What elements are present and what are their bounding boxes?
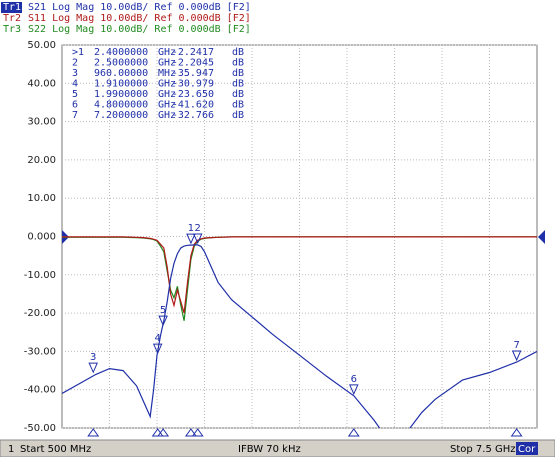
marker-table-cell: -32.766 (172, 110, 214, 121)
y-tick-label: -20.00 (24, 308, 56, 319)
marker-table-cell: GHz (158, 58, 176, 69)
marker-table-cell: dB (232, 47, 244, 58)
marker-axis-tick (191, 428, 204, 437)
trace-setting: S21 Log Mag 10.00dB/ Ref 0.000dB [F2] (28, 2, 251, 13)
marker-table-cell: 2.4000000 (94, 47, 148, 58)
marker (349, 384, 359, 396)
y-tick-label: -10.00 (24, 270, 56, 281)
marker-table-cell: dB (232, 79, 244, 90)
marker-table-cell: 4.8000000 (94, 100, 148, 111)
trace-id: Tr2 (3, 13, 21, 24)
trace-setting: S22 Log Mag 10.00dB/ Ref 0.000dB [F2] (28, 24, 251, 35)
marker-table-cell: -2.2417 (172, 47, 214, 58)
y-tick-label: 0.000 (27, 232, 56, 243)
marker-table-cell: 2 (72, 58, 78, 69)
marker-table-cell: dB (232, 58, 244, 69)
marker-table-cell: 6 (72, 100, 78, 111)
marker-table-cell: 3 (72, 68, 78, 79)
marker (152, 343, 163, 355)
marker-label: 7 (513, 340, 519, 351)
marker-table-cell: 5 (72, 89, 78, 100)
marker-table-cell: 1.9100000 (94, 79, 148, 90)
marker-table-cell: 2.5000000 (94, 58, 148, 69)
ref-arrow-right (538, 230, 545, 244)
marker-label: 3 (90, 352, 96, 363)
marker-table-cell: 4 (72, 79, 78, 90)
marker-axis-tick (87, 428, 100, 437)
marker-axis-tick (347, 428, 360, 437)
marker-axis-tick (184, 428, 197, 437)
cor: Cor (518, 444, 536, 455)
channel: 1 (8, 444, 14, 455)
stop-freq: Stop 7.5 GHz (450, 444, 516, 455)
y-tick-label: 30.00 (27, 117, 56, 128)
trace-setting: S11 Log Mag 10.00dB/ Ref 0.000dB [F2] (28, 13, 251, 24)
y-tick-label: -50.00 (24, 423, 56, 434)
marker-table-cell: 7 (72, 110, 78, 121)
marker-label: 2 (195, 223, 201, 234)
marker-table-cell: dB (232, 68, 244, 79)
marker-table-cell: dB (232, 110, 244, 121)
ifbw: IFBW 70 kHz (238, 444, 301, 455)
marker (511, 350, 522, 362)
y-tick-label: 50.00 (27, 40, 56, 51)
marker-table-cell: 7.2000000 (94, 110, 148, 121)
marker-table-cell: 1.9900000 (94, 89, 148, 100)
marker-label: 4 (154, 333, 160, 344)
marker-axis-tick (157, 428, 170, 437)
marker (192, 233, 203, 245)
marker-table-cell: -41.620 (172, 100, 214, 111)
marker-table-cell: GHz (158, 47, 176, 58)
marker-table-cell: >1 (72, 47, 84, 58)
marker-table-cell: -23.650 (172, 89, 214, 100)
marker-table-cell: GHz (158, 89, 176, 100)
marker-label: 6 (351, 374, 357, 385)
status-bar (0, 439, 555, 457)
y-tick-label: 40.00 (27, 78, 56, 89)
marker (186, 233, 196, 245)
marker-table-cell: dB (232, 89, 244, 100)
marker-table-cell: -35.947 (172, 68, 214, 79)
marker-table-cell: -30.979 (172, 79, 214, 90)
marker-label: 1 (188, 223, 194, 234)
marker-label: 5 (160, 305, 166, 316)
y-tick-label: 20.00 (27, 155, 56, 166)
cor-box (516, 442, 538, 455)
marker (158, 315, 168, 327)
marker-axis-tick (510, 428, 523, 437)
marker (88, 362, 98, 374)
trace-id: Tr1 (3, 2, 21, 13)
trace-line (62, 244, 537, 428)
traces (62, 236, 537, 428)
marker-table-cell: dB (232, 100, 244, 111)
marker-table-cell: GHz (158, 79, 176, 90)
active-trace-box (1, 2, 22, 13)
marker-table-cell: MHz (158, 68, 176, 79)
y-tick-label: -40.00 (24, 385, 56, 396)
marker-table-bg (66, 46, 252, 122)
marker-table-cell: GHz (158, 110, 176, 121)
trace-id: Tr3 (3, 24, 21, 35)
trace-line (62, 236, 537, 314)
marker-table-cell: 960.00000 (94, 68, 148, 79)
marker-table-cell: GHz (158, 100, 176, 111)
start-freq: Start 500 MHz (20, 444, 91, 455)
marker-table-cell: -2.2045 (172, 58, 214, 69)
y-tick-label: 10.00 (27, 193, 56, 204)
y-tick-label: -30.00 (24, 346, 56, 357)
